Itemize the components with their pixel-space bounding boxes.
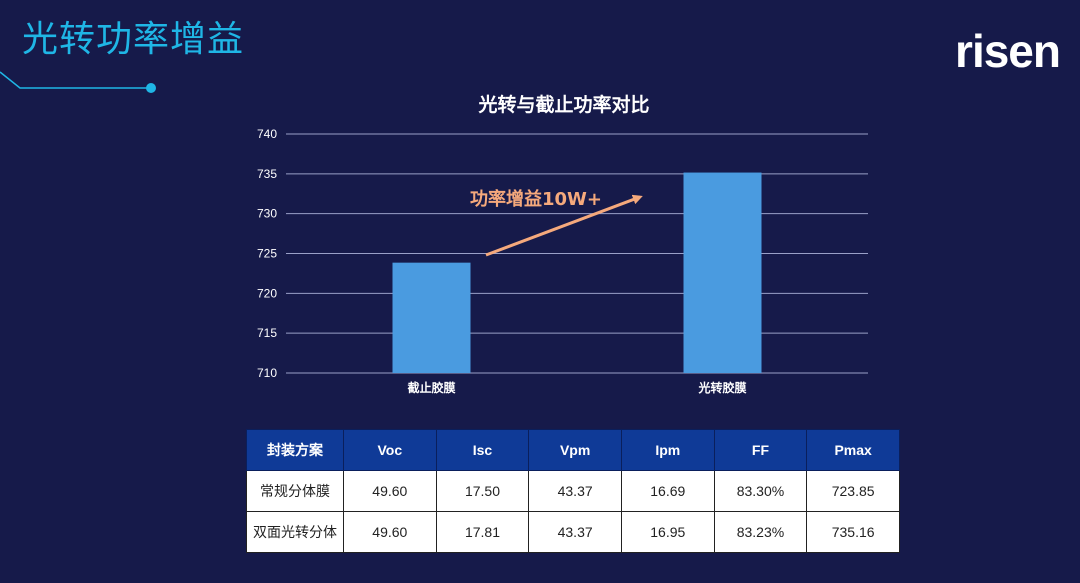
x-category-label: 光转胶膜 — [697, 380, 746, 395]
table-cell: 49.60 — [343, 511, 437, 553]
slide-title: 光转功率增益 — [22, 19, 245, 60]
title-decoration-line — [0, 71, 156, 93]
header-ipm: Ipm — [620, 429, 715, 471]
table-header-row: 封装方案 Voc Isc Vpm Ipm FF Pmax — [246, 429, 900, 471]
table-cell: 16.95 — [620, 511, 715, 553]
header-pmax: Pmax — [806, 429, 900, 471]
y-tick-label: 735 — [257, 167, 277, 181]
table-cell: 常规分体膜 — [246, 470, 344, 512]
data-table: 封装方案 Voc Isc Vpm Ipm FF Pmax 常规分体膜 49.60… — [246, 429, 900, 553]
risen-logo: risen — [955, 25, 1061, 77]
y-tick-label: 740 — [257, 127, 277, 141]
y-tick-label: 715 — [257, 326, 277, 340]
table-cell: 43.37 — [528, 511, 622, 553]
header-ff: FF — [713, 429, 808, 471]
header-vpm: Vpm — [528, 429, 622, 471]
table-cell: 735.16 — [806, 511, 900, 553]
gain-arrow — [485, 194, 643, 257]
table-cell: 723.85 — [806, 470, 900, 512]
table-cell: 43.37 — [528, 470, 622, 512]
chart-title: 光转与截止功率对比 — [477, 93, 649, 116]
table-cell: 17.50 — [435, 470, 530, 512]
y-tick-label: 720 — [257, 286, 277, 300]
header-voc: Voc — [343, 429, 437, 471]
bar-chart: 光转与截止功率对比 710 715 720 725 730 735 740 截止胶膜 光转胶膜… — [257, 93, 868, 395]
table-cell: 83.30% — [713, 470, 808, 512]
table-row: 双面光转分体 49.60 17.81 43.37 16.95 83.23% 73… — [246, 511, 900, 553]
x-category-label: 截止胶膜 — [407, 380, 455, 395]
table-row: 常规分体膜 49.60 17.50 43.37 16.69 83.30% 723… — [246, 470, 900, 512]
y-tick-label: 710 — [257, 366, 277, 380]
header-isc: Isc — [435, 429, 530, 471]
y-tick-label: 725 — [257, 247, 277, 261]
table-cell: 双面光转分体 — [246, 511, 344, 553]
table-cell: 49.60 — [343, 470, 437, 512]
table-cell: 16.69 — [620, 470, 715, 512]
bar-2 — [683, 172, 762, 373]
bar-1 — [392, 262, 471, 373]
header-scheme: 封装方案 — [246, 429, 344, 471]
y-tick-label: 730 — [257, 207, 277, 221]
gain-annotation: 功率增益10W+ — [470, 188, 602, 210]
table-cell: 17.81 — [435, 511, 530, 553]
table-cell: 83.23% — [713, 511, 808, 553]
